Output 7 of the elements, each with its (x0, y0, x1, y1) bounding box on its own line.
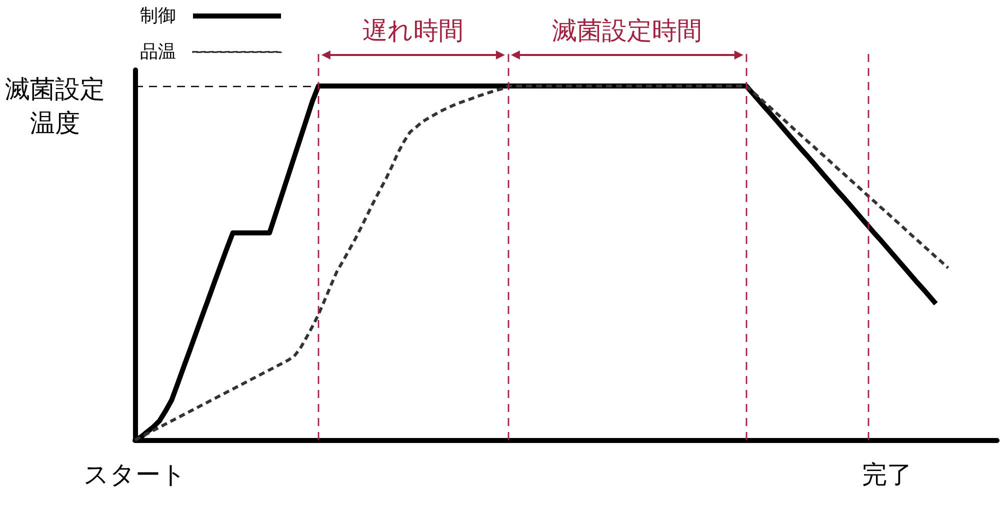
x-tick-label: 完了 (862, 460, 912, 489)
ref-line-label: 滅菌設定温度 (5, 74, 105, 138)
text: 遅れ時間 (362, 16, 464, 45)
legend-label: 制御 (140, 6, 176, 26)
text: 滅菌設定時間 (552, 16, 702, 45)
x-tick-label: スタート (84, 460, 186, 489)
legend-label: 品温 (140, 42, 176, 62)
